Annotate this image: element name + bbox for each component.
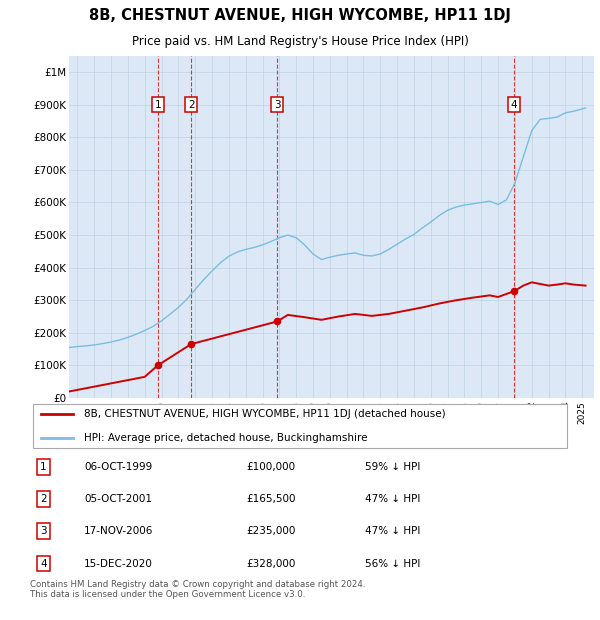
- Text: £100,000: £100,000: [246, 462, 295, 472]
- Text: 17-NOV-2006: 17-NOV-2006: [84, 526, 154, 536]
- Text: 2: 2: [188, 100, 194, 110]
- Text: HPI: Average price, detached house, Buckinghamshire: HPI: Average price, detached house, Buck…: [84, 433, 367, 443]
- Text: Price paid vs. HM Land Registry's House Price Index (HPI): Price paid vs. HM Land Registry's House …: [131, 35, 469, 48]
- FancyBboxPatch shape: [33, 404, 568, 448]
- Text: 47% ↓ HPI: 47% ↓ HPI: [365, 526, 420, 536]
- Text: 2: 2: [40, 494, 47, 504]
- Text: 15-DEC-2020: 15-DEC-2020: [84, 559, 153, 569]
- Text: 47% ↓ HPI: 47% ↓ HPI: [365, 494, 420, 504]
- Text: 05-OCT-2001: 05-OCT-2001: [84, 494, 152, 504]
- Text: 3: 3: [274, 100, 281, 110]
- Text: 4: 4: [511, 100, 518, 110]
- Text: £328,000: £328,000: [246, 559, 295, 569]
- Text: Contains HM Land Registry data © Crown copyright and database right 2024.
This d: Contains HM Land Registry data © Crown c…: [30, 580, 365, 599]
- Text: 59% ↓ HPI: 59% ↓ HPI: [365, 462, 420, 472]
- Text: £165,500: £165,500: [246, 494, 296, 504]
- Text: 8B, CHESTNUT AVENUE, HIGH WYCOMBE, HP11 1DJ: 8B, CHESTNUT AVENUE, HIGH WYCOMBE, HP11 …: [89, 8, 511, 23]
- Text: 1: 1: [40, 462, 47, 472]
- Text: £235,000: £235,000: [246, 526, 295, 536]
- Text: 3: 3: [40, 526, 47, 536]
- Text: 1: 1: [154, 100, 161, 110]
- Text: 06-OCT-1999: 06-OCT-1999: [84, 462, 152, 472]
- Text: 8B, CHESTNUT AVENUE, HIGH WYCOMBE, HP11 1DJ (detached house): 8B, CHESTNUT AVENUE, HIGH WYCOMBE, HP11 …: [84, 409, 446, 419]
- Text: 56% ↓ HPI: 56% ↓ HPI: [365, 559, 420, 569]
- Text: 4: 4: [40, 559, 47, 569]
